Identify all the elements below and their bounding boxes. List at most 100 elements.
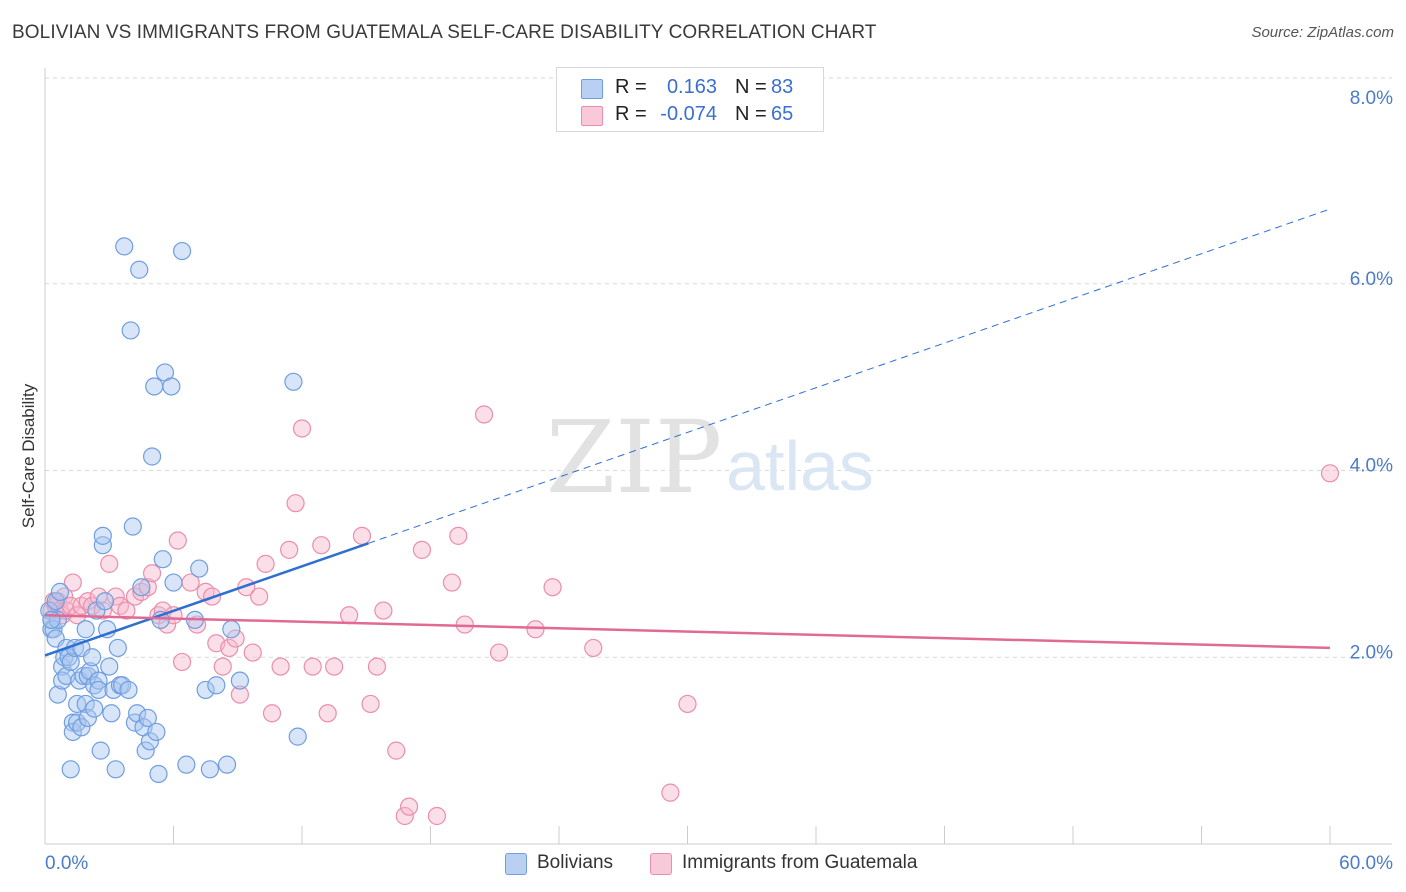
bolivian-trend-extension xyxy=(368,208,1331,544)
watermark: ZIP atlas xyxy=(546,399,874,516)
bolivian-point xyxy=(59,648,78,667)
bolivian-point xyxy=(61,652,80,672)
blue-swatch xyxy=(505,853,527,875)
bolivian-point xyxy=(222,620,241,639)
x-tick-labels: 0.0% 60.0% xyxy=(45,853,1393,874)
guatemala-point xyxy=(543,578,562,597)
bolivian-point xyxy=(48,685,67,704)
n-label: N = xyxy=(735,76,767,98)
guatemala-point xyxy=(449,526,468,545)
bolivian-point xyxy=(95,592,115,611)
guatemala-point xyxy=(220,638,239,658)
bolivian-point xyxy=(50,582,70,601)
grid-lines xyxy=(45,77,1392,658)
guatemala-point xyxy=(117,601,136,620)
guatemala-point xyxy=(399,797,419,816)
bolivian-point xyxy=(164,573,183,592)
y-tick-label: 8.0% xyxy=(1350,88,1393,109)
bolivian-point xyxy=(230,671,249,690)
bolivian-point xyxy=(85,699,104,718)
guatemala-point xyxy=(1320,464,1340,483)
guatemala-point xyxy=(387,741,406,760)
guatemala-point xyxy=(325,657,344,676)
r-label: R = xyxy=(615,103,647,125)
guatemala-point xyxy=(63,573,82,592)
guatemala-point xyxy=(526,620,545,639)
bolivian-point xyxy=(72,718,91,737)
guatemala-point xyxy=(374,601,393,620)
bolivian-point xyxy=(89,680,108,700)
guatemala-point xyxy=(280,540,299,559)
bolivian-point xyxy=(115,237,134,256)
bolivian-point xyxy=(284,372,303,391)
chart-title: BOLIVIAN VS IMMIGRANTS FROM GUATEMALA SE… xyxy=(12,22,877,43)
n-value: 83 xyxy=(771,76,794,98)
bolivian-point xyxy=(200,760,220,779)
legend-row-bolivians: R = 0.163 N = 83 xyxy=(557,75,823,103)
bolivian-point xyxy=(145,377,164,396)
x-tick-label: 60.0% xyxy=(1339,853,1393,874)
bolivian-point xyxy=(121,321,140,340)
n-label: N = xyxy=(735,103,767,125)
legend-row-guatemala: R = -0.074 N = 65 xyxy=(557,102,823,130)
guatemala-point xyxy=(230,685,249,704)
trend-lines xyxy=(44,208,1331,657)
y-tick-labels: 2.0% 4.0% 6.0% 8.0% xyxy=(1350,88,1393,663)
bolivian-point xyxy=(130,260,149,279)
bolivian-point xyxy=(108,638,127,658)
bolivian-point xyxy=(147,722,166,742)
bolivian-point xyxy=(132,578,151,597)
y-axis-title: Self-Care Disability xyxy=(19,383,38,528)
watermark-zip: ZIP xyxy=(546,399,722,516)
bolivian-point xyxy=(76,694,95,714)
bolivian-point xyxy=(93,526,112,545)
bolivian-point xyxy=(78,708,97,728)
bolivian-trend-line xyxy=(44,542,369,657)
bolivian-point xyxy=(190,559,209,578)
bolivian-point xyxy=(76,620,95,639)
bolivian-point xyxy=(123,517,142,536)
guatemala-point xyxy=(262,704,282,723)
blue-swatch xyxy=(581,79,603,99)
guatemala-point xyxy=(286,494,305,513)
bolivian-point xyxy=(172,241,192,261)
r-value: 0.163 xyxy=(666,76,717,98)
source-label: Source: ZipAtlas.com xyxy=(1251,24,1394,41)
guatemala-point xyxy=(138,578,157,597)
bolivian-point xyxy=(106,760,125,779)
bolivian-point xyxy=(288,727,307,746)
guatemala-point xyxy=(226,629,245,648)
bolivian-points xyxy=(40,237,307,784)
x-tick-label: 0.0% xyxy=(45,853,88,874)
guatemala-point xyxy=(442,573,462,592)
r-value: -0.074 xyxy=(660,103,717,125)
y-tick-label: 2.0% xyxy=(1350,642,1393,663)
guatemala-point xyxy=(412,540,432,559)
guatemala-point xyxy=(395,806,414,826)
bolivian-point xyxy=(91,741,110,760)
axes xyxy=(44,68,1392,845)
pink-swatch xyxy=(581,106,603,126)
guatemala-point xyxy=(303,657,322,676)
bolivian-point xyxy=(177,755,196,774)
guatemala-point xyxy=(318,704,337,723)
guatemala-point xyxy=(584,638,603,658)
bolivian-point xyxy=(162,377,181,396)
bolivian-point xyxy=(42,610,61,630)
bolivian-point xyxy=(100,657,119,676)
bolivian-point xyxy=(93,536,112,555)
bolivian-point xyxy=(61,760,80,779)
bolivian-point xyxy=(196,680,215,700)
correlation-legend: R = 0.163 N = 83 R = -0.074 N = 65 xyxy=(556,67,824,132)
guatemala-point xyxy=(168,531,187,550)
bolivian-point xyxy=(207,676,226,695)
guatemala-point xyxy=(312,536,331,555)
guatemala-point xyxy=(678,694,697,714)
bolivian-point xyxy=(102,704,121,723)
watermark-atlas: atlas xyxy=(726,427,874,505)
n-value: 65 xyxy=(771,103,794,125)
guatemala-point xyxy=(489,643,509,662)
guatemala-point xyxy=(340,606,359,625)
y-tick-label: 4.0% xyxy=(1350,456,1393,477)
